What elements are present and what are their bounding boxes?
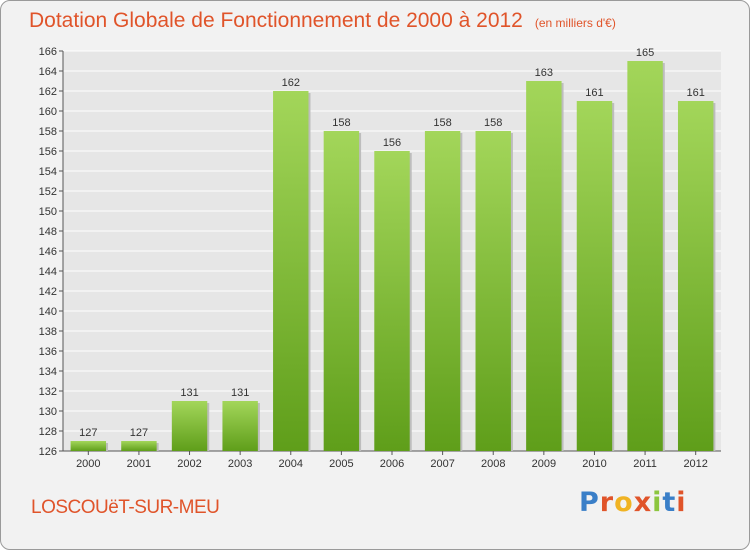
data-label: 131 <box>231 387 249 399</box>
y-tick-label: 160 <box>39 106 57 118</box>
logo-letter: P <box>579 487 600 518</box>
y-tick-label: 164 <box>39 66 57 78</box>
bar <box>576 101 613 451</box>
logo-letter: i <box>652 487 663 518</box>
x-tick-label: 2005 <box>329 458 353 470</box>
bar <box>374 151 410 451</box>
y-tick-label: 152 <box>39 186 57 198</box>
x-tick-label: 2006 <box>380 458 404 470</box>
y-tick-label: 166 <box>39 46 57 58</box>
bar <box>424 131 461 451</box>
bar <box>677 101 714 451</box>
bar <box>627 61 663 451</box>
x-tick-label: 2003 <box>228 458 252 470</box>
bar <box>273 91 309 451</box>
y-tick-label: 144 <box>39 266 57 278</box>
y-tick-label: 132 <box>39 386 57 398</box>
data-label: 131 <box>180 387 198 399</box>
y-tick-label: 148 <box>39 226 57 238</box>
y-tick-label: 142 <box>39 286 57 298</box>
x-tick-label: 2009 <box>532 458 556 470</box>
data-label: 161 <box>585 87 603 99</box>
x-tick-label: 2012 <box>683 458 707 470</box>
data-label: 158 <box>332 117 350 129</box>
x-tick-label: 2000 <box>76 458 100 470</box>
bar <box>222 401 258 451</box>
commune-name: LOSCOUëT-SUR-MEU <box>31 497 220 518</box>
logo-letter: r <box>599 487 615 518</box>
y-tick-label: 140 <box>39 306 57 318</box>
y-tick-label: 154 <box>39 166 57 178</box>
data-label: 127 <box>130 427 148 439</box>
bar <box>323 131 360 451</box>
y-tick-label: 162 <box>39 86 57 98</box>
y-tick-label: 126 <box>39 446 57 458</box>
bar <box>475 131 511 451</box>
x-tick-label: 2011 <box>633 458 657 470</box>
chart-title: Dotation Globale de Fonctionnement de 20… <box>29 9 616 33</box>
x-tick-label: 2007 <box>430 458 454 470</box>
y-tick-label: 134 <box>39 366 57 378</box>
data-label: 127 <box>79 427 97 439</box>
y-tick-label: 138 <box>39 326 57 338</box>
data-label: 156 <box>383 137 401 149</box>
x-tick-label: 2008 <box>481 458 505 470</box>
y-tick-label: 150 <box>39 206 57 218</box>
chart-title-text: Dotation Globale de Fonctionnement de 20… <box>29 9 523 32</box>
x-tick-label: 2002 <box>177 458 201 470</box>
x-tick-label: 2010 <box>582 458 606 470</box>
data-label: 163 <box>535 67 553 79</box>
logo-letter: i <box>676 487 687 518</box>
logo-letter: x <box>633 487 653 518</box>
logo-letter: t <box>662 487 677 518</box>
logo-letter: o <box>614 487 634 518</box>
data-label: 158 <box>433 117 451 129</box>
unit-note: (en milliers d'€) <box>534 16 616 30</box>
data-label: 165 <box>636 47 654 59</box>
data-label: 158 <box>484 117 502 129</box>
y-tick-label: 130 <box>39 406 57 418</box>
x-tick-label: 2004 <box>279 458 303 470</box>
y-tick-label: 156 <box>39 146 57 158</box>
bar <box>70 441 107 451</box>
data-label: 162 <box>282 77 300 89</box>
x-tick-label: 2001 <box>127 458 151 470</box>
bar <box>121 441 157 451</box>
proxiti-logo: Proxiti <box>579 487 687 518</box>
y-tick-label: 158 <box>39 126 57 138</box>
data-label: 161 <box>687 87 705 99</box>
bar <box>171 401 208 451</box>
y-tick-label: 146 <box>39 246 57 258</box>
y-tick-label: 136 <box>39 346 57 358</box>
bar <box>526 81 562 451</box>
y-tick-label: 128 <box>39 426 57 438</box>
